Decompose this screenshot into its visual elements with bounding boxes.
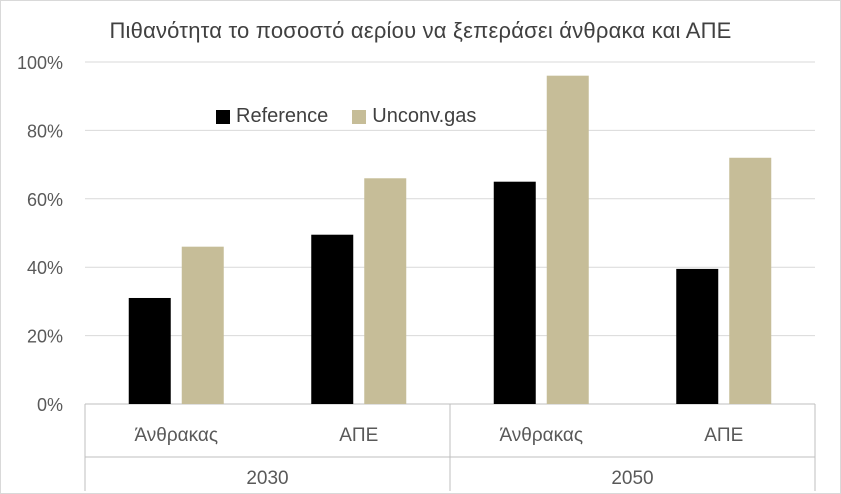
chart-title: Πιθανότητα το ποσοστό αερίου να ξεπεράσε…	[109, 18, 732, 43]
x-tick-label: Άνθρακας	[134, 425, 218, 446]
bar-unconv-gas-0	[181, 246, 224, 404]
bar-unconv-gas-3	[729, 157, 772, 404]
legend: Reference Unconv.gas	[216, 105, 500, 128]
y-tick-label: 80%	[27, 121, 63, 141]
x-tick-label: Άνθρακας	[499, 425, 583, 446]
legend-swatch-reference	[216, 109, 230, 124]
legend-label-reference: Reference	[236, 105, 329, 127]
group-label: 2050	[611, 468, 653, 489]
bar-unconv-gas-1	[364, 178, 407, 404]
bar-reference-0	[128, 297, 171, 404]
legend-item-reference: Reference	[216, 105, 328, 128]
bar-reference-1	[311, 234, 354, 404]
legend-item-unconv-gas: Unconv.gas	[352, 105, 476, 128]
bar-unconv-gas-2	[546, 75, 589, 405]
legend-swatch-unconv-gas	[352, 109, 367, 124]
group-label: 2030	[246, 468, 288, 489]
y-tick-label: 40%	[27, 258, 63, 278]
x-tick-label: ΑΠΕ	[704, 425, 743, 446]
bar-reference-3	[676, 268, 719, 404]
legend-label-unconv-gas: Unconv.gas	[372, 105, 477, 127]
bar-reference-2	[493, 181, 536, 404]
x-tick-label: ΑΠΕ	[339, 425, 378, 446]
y-tick-label: 0%	[37, 395, 63, 415]
y-tick-label: 60%	[27, 190, 63, 210]
y-tick-label: 20%	[27, 327, 63, 347]
y-tick-label: 100%	[17, 53, 63, 73]
